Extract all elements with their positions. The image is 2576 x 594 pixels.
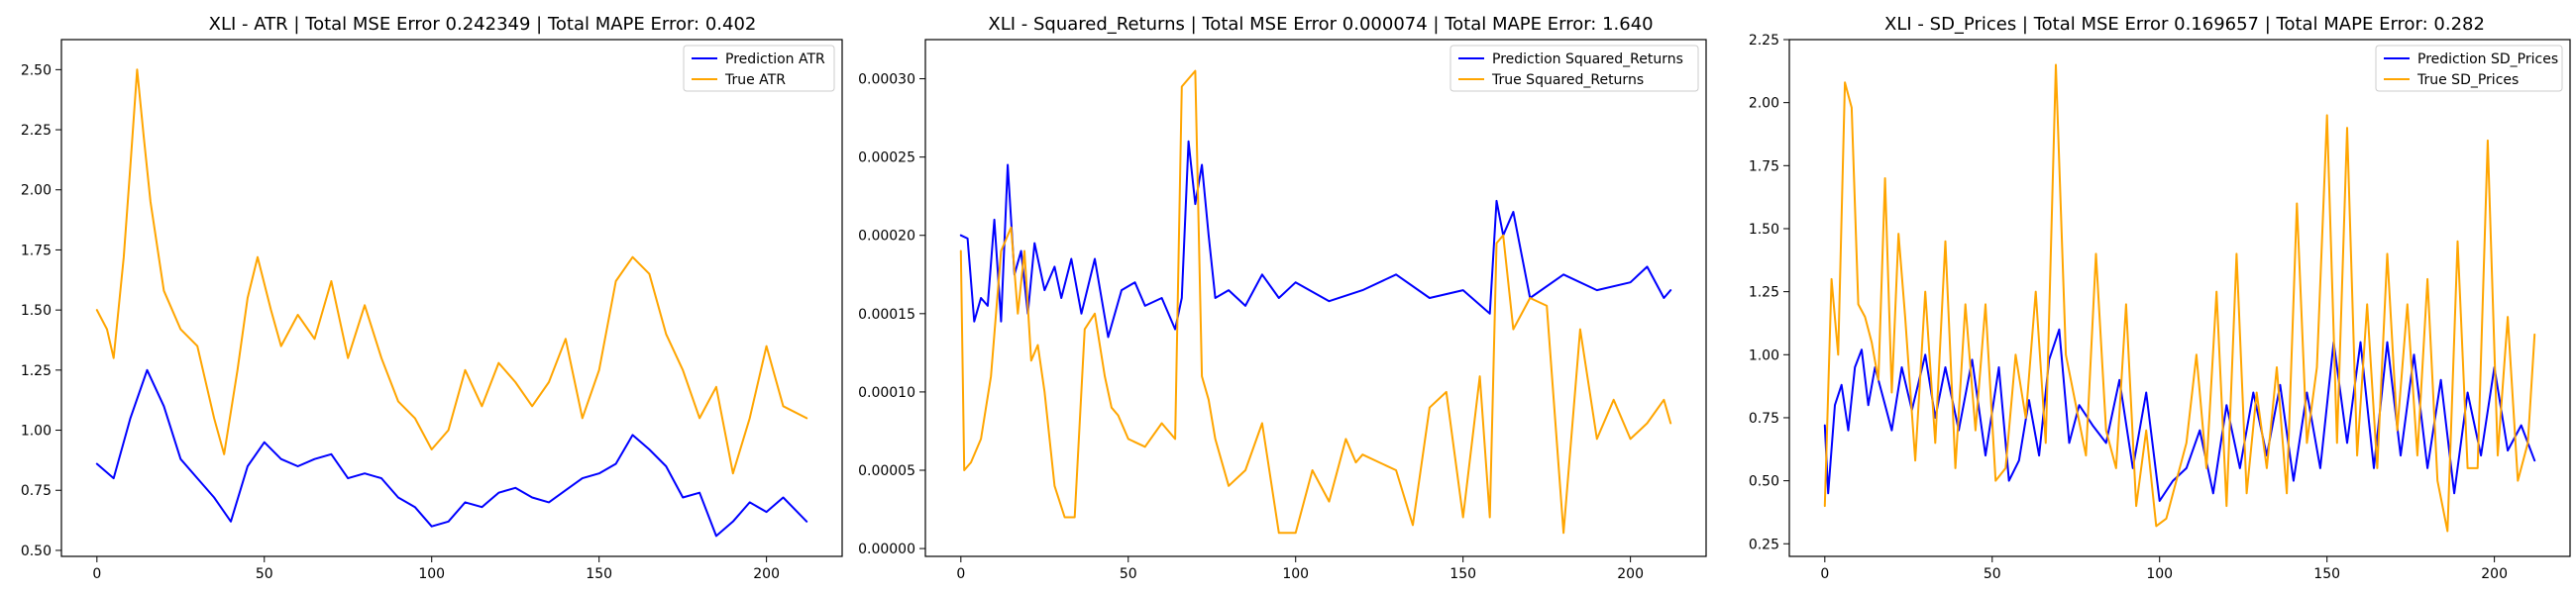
prediction-series-line	[95, 368, 808, 538]
y-tick-label: 0.00030	[858, 72, 915, 88]
y-tick-label: 2.50	[21, 62, 52, 78]
y-tick-label: 2.00	[1749, 96, 1779, 112]
y-tick-label: 2.00	[21, 183, 52, 199]
y-tick-label: 0.25	[1749, 537, 1779, 552]
legend: Prediction Squared_Returns True Squared_…	[1449, 45, 1699, 92]
x-tick-label: 0	[92, 566, 101, 582]
legend-label-true: True Squared_Returns	[1491, 72, 1644, 88]
y-tick-label: 0.00000	[858, 542, 915, 557]
plot-area: 0 50 100 150 200 0.00000 0.00005 0.00010 0.00015…	[858, 69, 1672, 582]
y-tick-label: 1.00	[1749, 347, 1779, 363]
y-tick-label: 2.25	[1749, 33, 1779, 49]
x-tick-label: 100	[1282, 566, 1309, 582]
legend-label-prediction: Prediction SD_Prices	[2417, 51, 2558, 67]
x-tick-label: 150	[586, 566, 612, 582]
y-tick-label: 0.50	[21, 544, 52, 559]
legend-box	[683, 45, 835, 92]
y-tick-label: 0.00005	[858, 463, 915, 479]
legend-label-prediction: Prediction ATR	[725, 51, 825, 67]
plot-area: 0 50 100 150 200 0.25 0.50 0.75 1.00 1.25 1.50 1.75…	[1749, 33, 2536, 582]
true-series-line	[95, 68, 808, 475]
x-tick-label: 150	[1449, 566, 1476, 582]
x-tick-label: 50	[256, 566, 273, 582]
x-tick-label: 200	[1617, 566, 1644, 582]
y-tick-label: 0.75	[1749, 411, 1779, 427]
x-tick-label: 100	[2146, 566, 2173, 582]
x-tick-label: 200	[2481, 566, 2508, 582]
chart-title: XLI - SD_Prices | Total MSE Error 0.1696…	[1884, 14, 2485, 35]
chart-sd-prices: XLI - SD_Prices | Total MSE Error 0.1696…	[1749, 14, 2571, 582]
y-tick-label: 0.00025	[858, 150, 915, 166]
y-tick-label: 1.75	[1749, 158, 1779, 174]
y-tick-label: 0.00015	[858, 307, 915, 323]
legend: Prediction ATR True ATR	[683, 45, 835, 92]
y-tick-label: 0.75	[21, 483, 52, 499]
x-tick-label: 200	[753, 566, 780, 582]
y-tick-label: 1.50	[21, 303, 52, 319]
prediction-series-line	[959, 140, 1672, 339]
y-tick-label: 1.00	[21, 424, 52, 440]
legend-box	[2375, 45, 2563, 92]
chart-title: XLI - Squared_Returns | Total MSE Error …	[988, 14, 1653, 35]
plot-area: 0 50 100 150 200 0.50 0.75 1.00 1.25 1.50 1.75 2.00…	[21, 62, 808, 582]
plot-frame	[924, 39, 1707, 557]
x-tick-label: 0	[956, 566, 965, 582]
true-series-line	[1823, 63, 2536, 533]
x-tick-label: 50	[1120, 566, 1137, 582]
chart-atr: XLI - ATR | Total MSE Error 0.242349 | T…	[21, 14, 843, 582]
x-tick-label: 100	[418, 566, 445, 582]
plot-frame	[1788, 39, 2571, 557]
legend-box	[1449, 45, 1699, 92]
y-tick-label: 1.50	[1749, 222, 1779, 238]
legend-label-true: True SD_Prices	[2416, 72, 2519, 88]
x-tick-label: 150	[2313, 566, 2340, 582]
y-tick-label: 2.25	[21, 123, 52, 139]
y-tick-label: 0.00010	[858, 385, 915, 401]
prediction-series-line	[1823, 328, 2536, 502]
y-tick-label: 1.75	[21, 243, 52, 258]
x-tick-label: 50	[1984, 566, 2001, 582]
legend: Prediction SD_Prices True SD_Prices	[2375, 45, 2563, 92]
chart-squared-returns: XLI - Squared_Returns | Total MSE Error …	[858, 14, 1707, 582]
y-tick-label: 1.25	[1749, 285, 1779, 301]
legend-label-true: True ATR	[724, 72, 786, 88]
x-tick-label: 0	[1820, 566, 1829, 582]
chart-title: XLI - ATR | Total MSE Error 0.242349 | T…	[209, 14, 757, 35]
y-tick-label: 0.00020	[858, 229, 915, 245]
true-series-line	[959, 69, 1672, 535]
plot-frame	[60, 39, 843, 557]
y-tick-label: 1.25	[21, 363, 52, 379]
y-tick-label: 0.50	[1749, 474, 1779, 490]
legend-label-prediction: Prediction Squared_Returns	[1492, 51, 1683, 67]
